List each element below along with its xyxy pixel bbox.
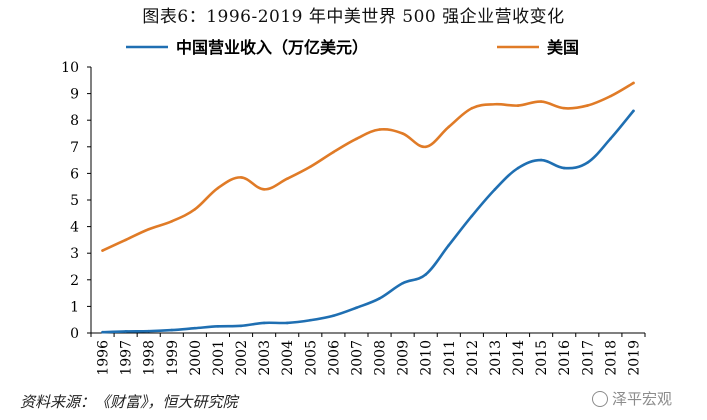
usa-point-1998 [147, 227, 151, 231]
legend-label-usa: 美国 [547, 38, 579, 57]
x-tick-label: 1996 [96, 340, 112, 376]
usa-point-2014 [516, 104, 520, 107]
y-tick-label: 9 [70, 87, 79, 103]
usa-point-2002 [239, 176, 243, 179]
x-tick-label: 1998 [142, 340, 158, 376]
x-tick-label: 2001 [211, 340, 227, 376]
usa-point-2003 [262, 188, 266, 191]
china-point-2014 [516, 166, 520, 170]
china-point-2016 [562, 166, 566, 170]
usa-point-2008 [378, 128, 381, 131]
x-tick-label: 1999 [165, 340, 181, 376]
axes: 0 1 2 3 4 5 6 7 8 9 10 1996 1997 1998 1999 2000 2001 2002… [61, 60, 646, 376]
usa-point-2010 [424, 145, 428, 149]
china-point-2005 [308, 318, 312, 322]
usa-point-1996 [101, 249, 104, 252]
usa-point-1997 [124, 238, 127, 242]
wechat-icon [592, 391, 608, 407]
china-point-2004 [285, 321, 289, 325]
china-point-2007 [355, 306, 358, 310]
china-point-2013 [493, 188, 497, 191]
x-tick-label: 2014 [511, 340, 527, 376]
china-point-2003 [262, 321, 266, 325]
china-point-1999 [170, 328, 174, 332]
usa-point-2009 [401, 132, 404, 135]
china-point-2000 [193, 326, 197, 330]
y-tick-label: 1 [70, 299, 79, 315]
source-note: 资料来源：《财富》，恒大研究院 [20, 393, 238, 411]
usa-point-2012 [470, 106, 474, 110]
watermark: 泽平宏观 [592, 388, 672, 409]
china-point-2012 [470, 214, 474, 218]
x-tick-label: 2000 [188, 340, 204, 376]
usa-point-2018 [609, 94, 612, 98]
watermark-text: 泽平宏观 [612, 390, 673, 408]
china-point-2019 [632, 109, 635, 113]
y-tick-label: 4 [70, 220, 79, 236]
x-tick-label: 2004 [280, 340, 296, 376]
usa-point-2007 [355, 137, 358, 141]
x-tick-label: 2009 [396, 340, 412, 376]
x-tick-label: 2006 [326, 340, 342, 376]
x-tick-label: 2016 [557, 340, 573, 376]
usa-point-2001 [216, 186, 220, 190]
series-line-china [101, 109, 635, 334]
y-tick-label: 10 [61, 60, 79, 76]
series-line-usa [101, 81, 635, 252]
china-point-2015 [539, 158, 543, 162]
usa-point-2000 [193, 208, 197, 211]
usa-point-2004 [285, 177, 289, 181]
y-tick-label: 3 [70, 246, 79, 262]
usa-point-2017 [585, 104, 589, 107]
x-tick-label: 2007 [349, 340, 365, 376]
x-tick-label: 2018 [603, 340, 619, 376]
china-point-2002 [239, 324, 243, 328]
china-point-2008 [378, 297, 381, 300]
china-point-2017 [585, 161, 589, 165]
legend-label-china: 中国营业收入（万亿美元） [176, 38, 368, 57]
usa-point-2006 [332, 150, 335, 154]
x-tick-label: 2003 [257, 340, 273, 376]
x-tick-label: 2011 [442, 340, 458, 376]
china-point-2006 [332, 314, 335, 318]
y-tick-label: 2 [70, 273, 79, 289]
usa-point-2011 [447, 125, 451, 129]
china-point-2011 [447, 243, 451, 247]
y-tick-label: 5 [70, 193, 79, 209]
y-tick-label: 7 [70, 140, 79, 156]
china-point-1996 [101, 330, 104, 334]
china-point-2018 [609, 137, 612, 141]
legend: 中国营业收入（万亿美元） 美国 [126, 38, 579, 57]
x-tick-label: 2005 [303, 340, 319, 376]
x-tick-label: 2013 [488, 340, 504, 376]
china-point-1997 [124, 330, 127, 333]
line-chart: 中国营业收入（万亿美元） 美国 0 1 2 3 4 5 6 7 8 9 10 1996 1997 1998 1… [61, 38, 646, 376]
usa-point-2005 [308, 165, 312, 169]
usa-point-1999 [170, 219, 174, 223]
y-tick-label: 0 [70, 326, 79, 342]
x-tick-label: 2008 [373, 340, 389, 376]
y-tick-label: 8 [70, 113, 79, 129]
x-tick-label: 2012 [465, 340, 481, 376]
x-tick-label: 1997 [119, 340, 135, 376]
china-point-1998 [147, 329, 151, 333]
usa-point-2013 [493, 102, 497, 106]
china-point-2001 [216, 325, 220, 328]
x-tick-label: 2017 [580, 340, 596, 376]
x-tick-label: 2015 [534, 340, 550, 376]
y-tick-label: 6 [70, 166, 79, 182]
x-tick-label: 2010 [419, 340, 435, 376]
usa-point-2016 [562, 106, 566, 110]
usa-point-2019 [632, 81, 635, 85]
usa-point-2015 [539, 100, 543, 103]
china-point-2009 [401, 281, 404, 285]
x-tick-label: 2002 [234, 340, 250, 376]
chart-title: 图表6：1996-2019 年中美世界 500 强企业营收变化 [142, 7, 565, 27]
x-tick-label: 2019 [626, 340, 642, 376]
china-point-2010 [424, 273, 428, 276]
series-layer [101, 81, 635, 334]
